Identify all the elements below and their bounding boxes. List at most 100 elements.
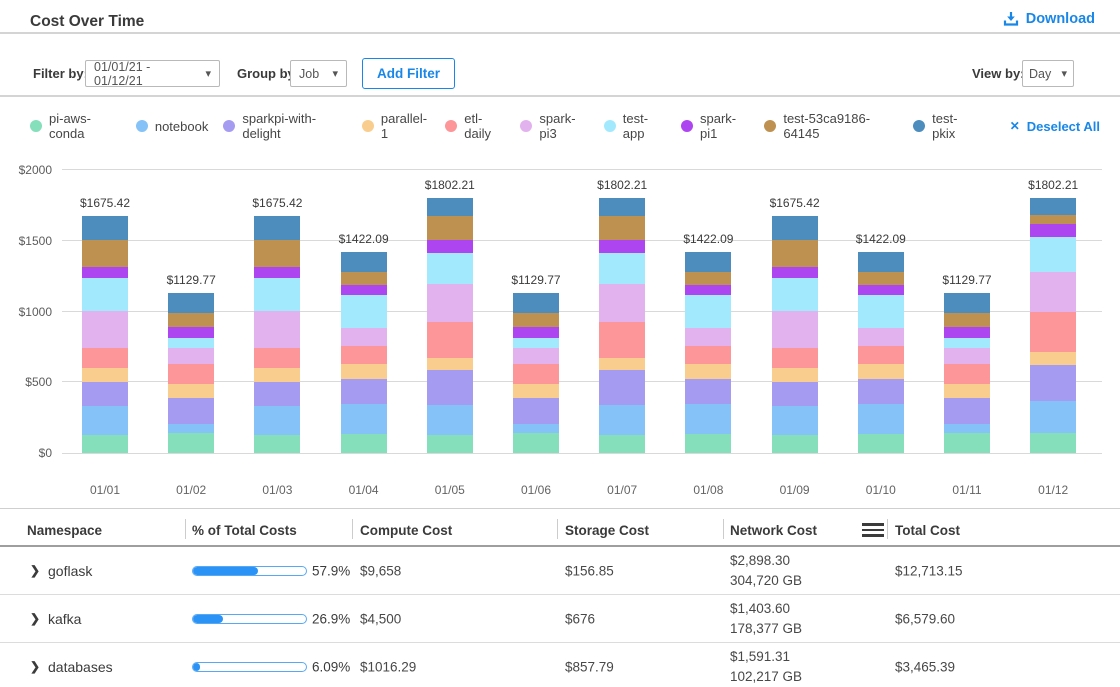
bar-segment-spark-pi1[interactable] xyxy=(771,266,818,278)
bar-segment-spark-pi3[interactable] xyxy=(168,348,215,365)
bar-segment-notebook[interactable] xyxy=(857,404,904,434)
bar-segment-test-53ca9186-64145[interactable] xyxy=(82,240,128,267)
bar-segment-spark-pi1[interactable] xyxy=(599,240,646,253)
bar-segment-sparkpi-with-delight[interactable] xyxy=(685,378,732,405)
table-row-databases[interactable]: ❯ databases 6.09% $1016.29 $857.79 $1,591.31 1… xyxy=(0,643,1120,687)
bar-segment-etl-daily[interactable] xyxy=(513,364,559,384)
legend-item-pi-aws-conda[interactable]: pi-aws-conda xyxy=(30,111,121,141)
chevron-right-icon[interactable]: ❯ xyxy=(30,659,41,674)
bar-segment-pi-aws-conda[interactable] xyxy=(771,434,818,453)
bar-segment-etl-daily[interactable] xyxy=(168,364,215,384)
bar-segment-pi-aws-conda[interactable] xyxy=(168,433,215,453)
bar-segment-test-pkix[interactable] xyxy=(513,293,559,313)
table-row-kafka[interactable]: ❯ kafka 26.9% $4,500 $676 $1,403.60 178,377 GB… xyxy=(0,595,1120,643)
legend-item-notebook[interactable]: notebook xyxy=(135,119,208,134)
bar-segment-notebook[interactable] xyxy=(771,406,818,435)
bar-01/08[interactable] xyxy=(685,251,732,453)
bar-segment-test-53ca9186-64145[interactable] xyxy=(599,216,646,241)
bar-01/02[interactable] xyxy=(168,293,215,453)
bar-segment-etl-daily[interactable] xyxy=(685,346,732,364)
date-range-select[interactable]: 01/01/21 - 01/12/21 ▾ xyxy=(85,60,220,88)
bar-segment-test-53ca9186-64145[interactable] xyxy=(168,312,215,327)
bar-segment-test-pkix[interactable] xyxy=(426,198,473,217)
bar-segment-spark-pi3[interactable] xyxy=(771,311,818,349)
bar-segment-notebook[interactable] xyxy=(599,404,646,435)
bar-segment-test-53ca9186-64145[interactable] xyxy=(513,312,559,327)
bar-segment-sparkpi-with-delight[interactable] xyxy=(254,382,301,407)
bar-segment-sparkpi-with-delight[interactable] xyxy=(426,370,473,405)
bar-01/07[interactable] xyxy=(599,198,646,453)
bar-segment-sparkpi-with-delight[interactable] xyxy=(599,370,646,405)
bar-segment-spark-pi3[interactable] xyxy=(340,328,387,347)
bar-segment-notebook[interactable] xyxy=(685,404,732,434)
chevron-right-icon[interactable]: ❯ xyxy=(30,563,41,578)
bar-segment-parallel-1[interactable] xyxy=(685,363,732,379)
bar-segment-notebook[interactable] xyxy=(1030,401,1077,434)
legend-item-parallel-1[interactable]: parallel-1 xyxy=(361,111,430,141)
bar-segment-sparkpi-with-delight[interactable] xyxy=(771,382,818,407)
bar-segment-etl-daily[interactable] xyxy=(1030,311,1077,352)
bar-segment-parallel-1[interactable] xyxy=(944,383,990,398)
legend-item-spark-pi1[interactable]: spark-pi1 xyxy=(681,111,749,141)
bar-segment-notebook[interactable] xyxy=(513,424,559,434)
bar-segment-etl-daily[interactable] xyxy=(857,346,904,364)
bar-segment-test-app[interactable] xyxy=(82,277,128,312)
bar-segment-pi-aws-conda[interactable] xyxy=(254,434,301,453)
bar-segment-test-app[interactable] xyxy=(685,295,732,329)
bar-segment-etl-daily[interactable] xyxy=(82,348,128,369)
download-button[interactable]: Download xyxy=(1003,11,1095,27)
deselect-all-button[interactable]: ✕ Deselect All xyxy=(1010,119,1100,134)
bar-segment-spark-pi1[interactable] xyxy=(168,326,215,339)
bar-segment-test-app[interactable] xyxy=(599,252,646,284)
bar-segment-pi-aws-conda[interactable] xyxy=(685,433,732,453)
bar-segment-pi-aws-conda[interactable] xyxy=(1030,433,1077,453)
bar-segment-etl-daily[interactable] xyxy=(771,348,818,369)
bar-segment-test-pkix[interactable] xyxy=(340,251,387,272)
bar-01/10[interactable] xyxy=(857,251,904,453)
bar-segment-notebook[interactable] xyxy=(426,404,473,435)
bar-segment-test-pkix[interactable] xyxy=(857,251,904,272)
bar-segment-test-app[interactable] xyxy=(168,338,215,349)
bar-segment-sparkpi-with-delight[interactable] xyxy=(857,378,904,405)
bar-segment-spark-pi3[interactable] xyxy=(685,328,732,347)
bar-segment-notebook[interactable] xyxy=(944,424,990,434)
bar-segment-pi-aws-conda[interactable] xyxy=(340,433,387,453)
bar-01/03[interactable] xyxy=(254,215,301,453)
bar-segment-parallel-1[interactable] xyxy=(771,368,818,383)
bar-01/04[interactable] xyxy=(340,251,387,453)
bar-segment-test-app[interactable] xyxy=(857,295,904,329)
bar-segment-spark-pi1[interactable] xyxy=(944,326,990,339)
legend-item-test-53ca9186-64145[interactable]: test-53ca9186-64145 xyxy=(764,111,898,141)
bar-segment-sparkpi-with-delight[interactable] xyxy=(944,397,990,425)
bar-segment-parallel-1[interactable] xyxy=(426,358,473,371)
bar-segment-spark-pi1[interactable] xyxy=(1030,223,1077,238)
add-filter-button[interactable]: Add Filter xyxy=(362,58,455,89)
view-by-select[interactable]: Day ▾ xyxy=(1022,60,1074,87)
bar-segment-sparkpi-with-delight[interactable] xyxy=(513,397,559,425)
bar-segment-test-53ca9186-64145[interactable] xyxy=(771,240,818,267)
bar-segment-test-pkix[interactable] xyxy=(254,215,301,241)
bar-segment-spark-pi3[interactable] xyxy=(944,348,990,365)
bar-segment-spark-pi1[interactable] xyxy=(513,326,559,339)
legend-item-etl-daily[interactable]: etl-daily xyxy=(445,111,505,141)
legend-item-sparkpi-with-delight[interactable]: sparkpi-with-delight xyxy=(223,111,347,141)
bar-segment-notebook[interactable] xyxy=(82,406,128,435)
bar-segment-pi-aws-conda[interactable] xyxy=(82,434,128,453)
bar-segment-test-pkix[interactable] xyxy=(1030,198,1077,216)
legend-item-test-pkix[interactable]: test-pkix xyxy=(913,111,977,141)
bar-segment-parallel-1[interactable] xyxy=(254,368,301,383)
bar-segment-test-pkix[interactable] xyxy=(944,293,990,313)
bar-segment-spark-pi1[interactable] xyxy=(685,284,732,296)
bar-segment-notebook[interactable] xyxy=(168,424,215,434)
bar-segment-spark-pi3[interactable] xyxy=(254,311,301,349)
bar-01/09[interactable] xyxy=(771,215,818,453)
bar-segment-etl-daily[interactable] xyxy=(340,346,387,364)
bar-segment-test-pkix[interactable] xyxy=(599,198,646,217)
bar-segment-spark-pi3[interactable] xyxy=(1030,272,1077,312)
bar-segment-sparkpi-with-delight[interactable] xyxy=(82,382,128,407)
chevron-right-icon[interactable]: ❯ xyxy=(30,611,41,626)
bar-segment-spark-pi1[interactable] xyxy=(82,266,128,278)
bar-segment-spark-pi3[interactable] xyxy=(82,311,128,349)
bar-segment-etl-daily[interactable] xyxy=(426,322,473,359)
bar-segment-test-53ca9186-64145[interactable] xyxy=(340,271,387,285)
